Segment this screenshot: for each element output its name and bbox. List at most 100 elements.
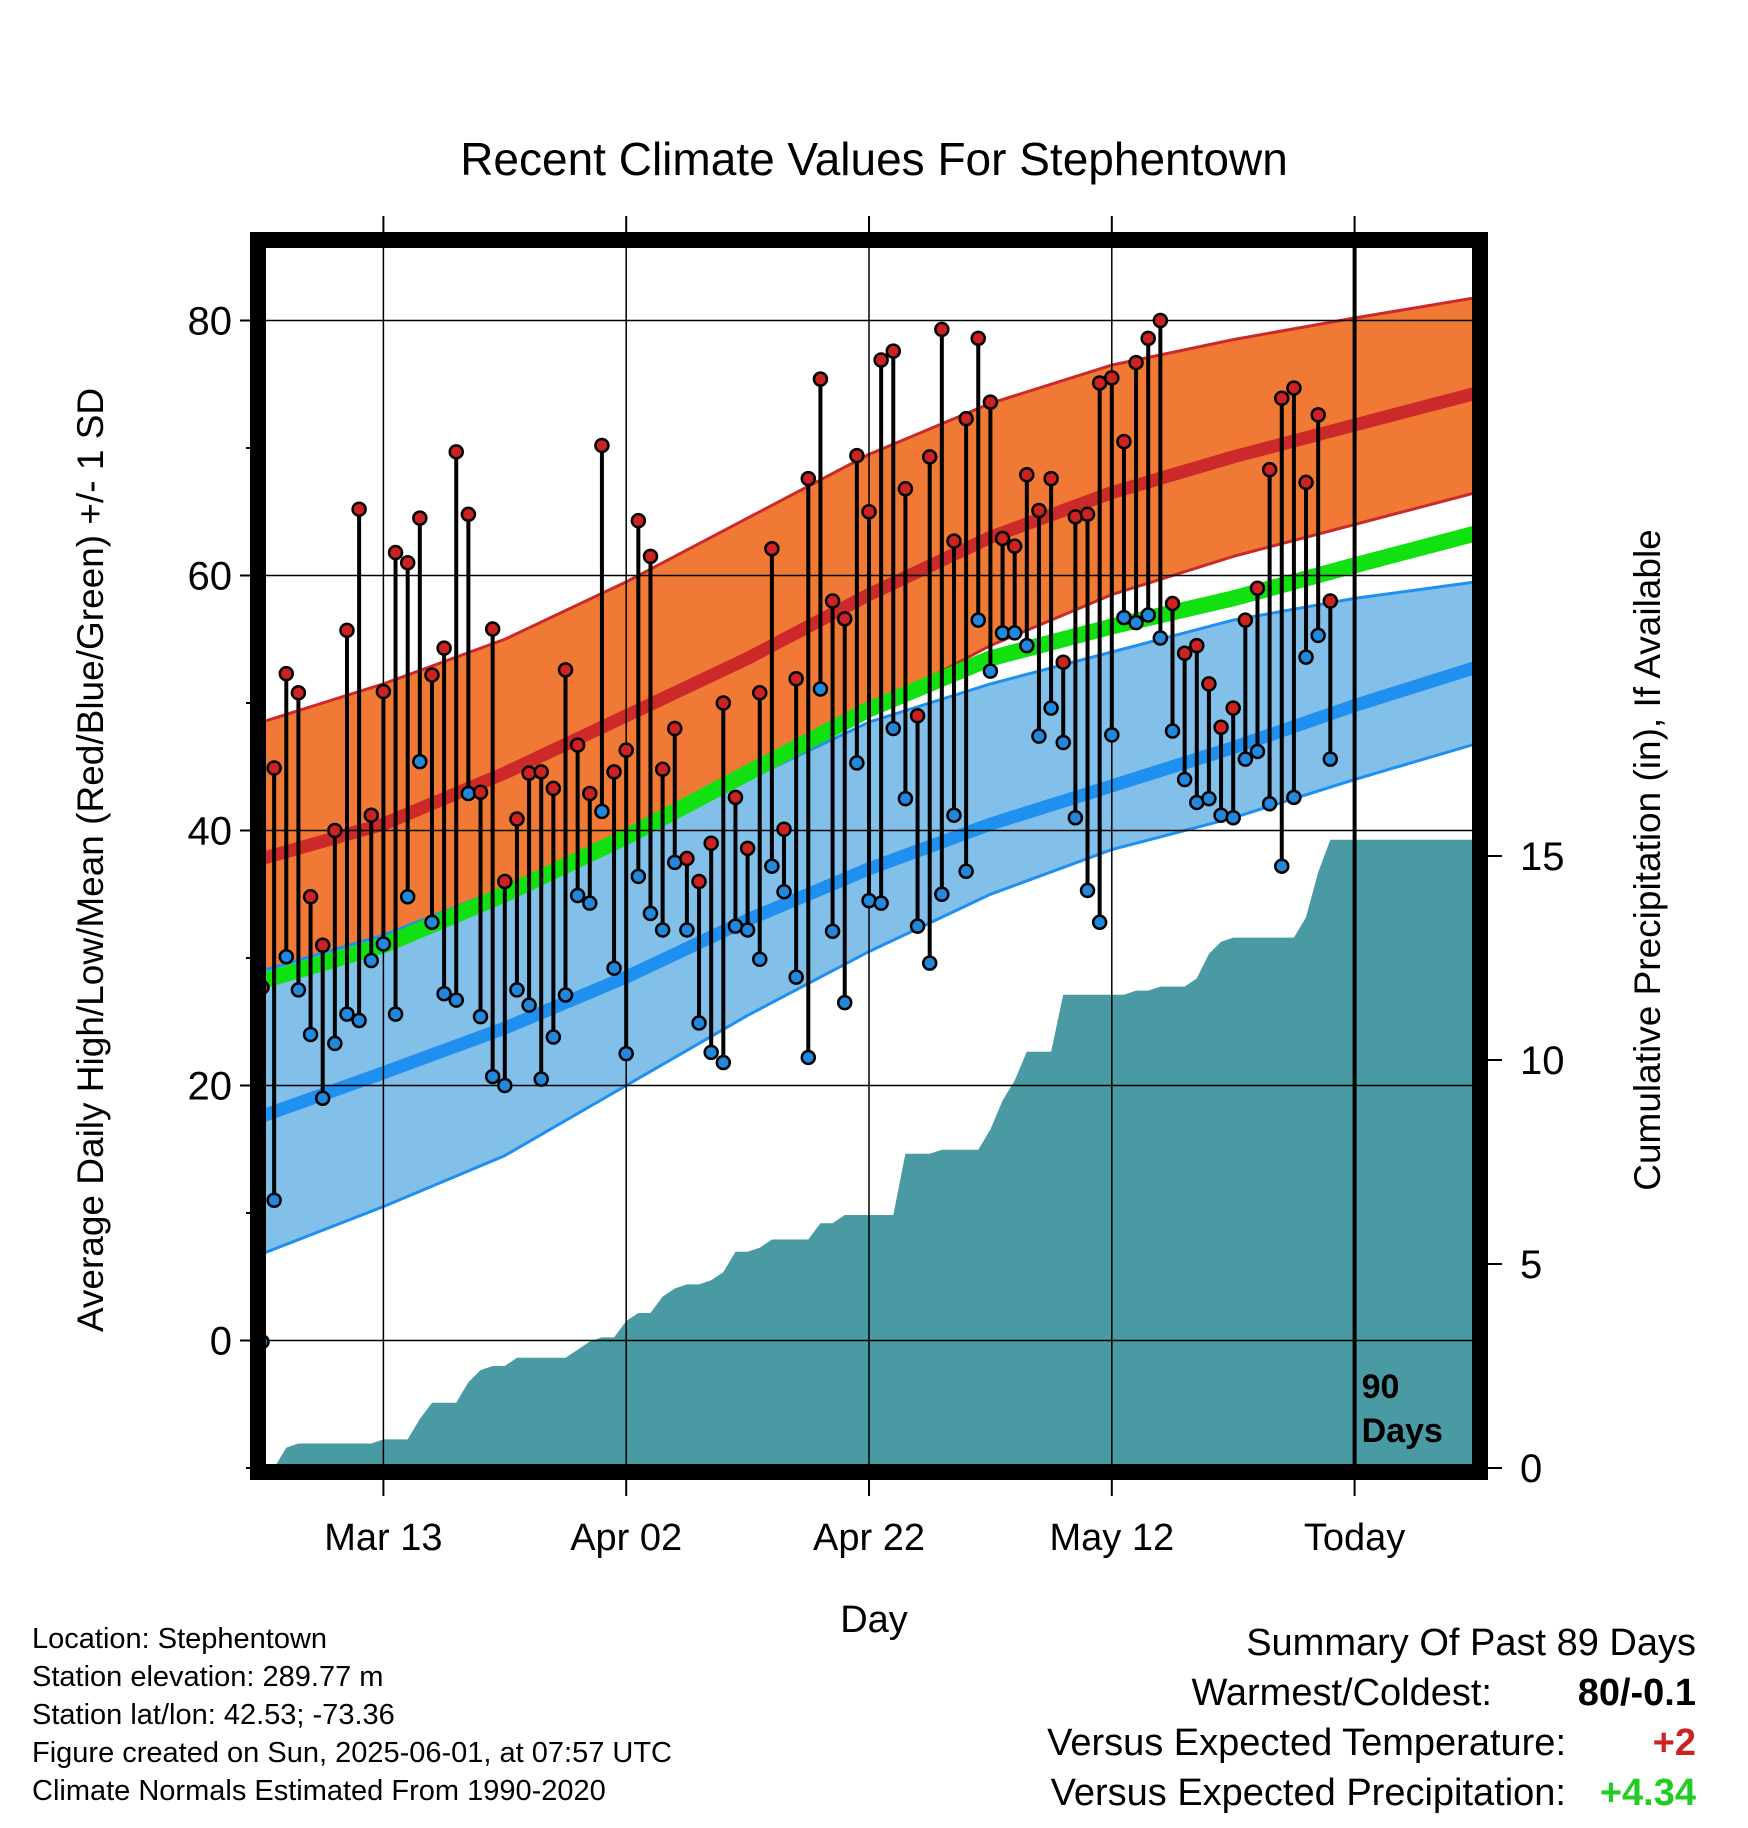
low-point [739, 922, 756, 938]
low-point [776, 883, 792, 900]
high-point [909, 708, 926, 724]
low-point [861, 892, 877, 909]
high-point [1152, 312, 1169, 329]
low-point [958, 863, 974, 880]
low-point [824, 923, 841, 939]
low-point [849, 755, 865, 771]
x-tick-label: Mar 13 [324, 1517, 442, 1559]
low-point [1286, 789, 1302, 806]
warmest-coldest-value: 80/-0.1 [1577, 1672, 1696, 1714]
info-location: Location: Stephentown [32, 1623, 328, 1655]
low-point [1249, 743, 1266, 760]
low-point [363, 952, 380, 969]
high-point [1140, 330, 1156, 347]
today-days-label: Days [1362, 1412, 1443, 1450]
high-point [667, 720, 683, 737]
low-point [1310, 627, 1326, 644]
plot-frame: 90 Days [250, 232, 1488, 1480]
high-point [897, 481, 914, 497]
high-point [885, 343, 902, 359]
low-point [1128, 614, 1144, 631]
x-tick-label: May 12 [1049, 1517, 1174, 1559]
high-point [751, 685, 768, 701]
high-point [1104, 370, 1120, 386]
low-point [448, 992, 464, 1008]
y-tick-label: 0 [210, 1320, 232, 1364]
low-point [1237, 751, 1254, 767]
warmest-coldest-label: Warmest/Coldest: [1191, 1672, 1492, 1714]
low-point [800, 1049, 817, 1066]
low-point [351, 1012, 367, 1029]
low-point [715, 1054, 732, 1071]
high-point [436, 640, 452, 656]
info-normals: Climate Normals Estimated From 1990-2020 [32, 1775, 606, 1807]
low-point [1055, 734, 1071, 751]
x-tick-label: Apr 22 [813, 1517, 925, 1559]
high-point [654, 761, 671, 778]
high-point [958, 410, 974, 427]
high-point [484, 621, 501, 637]
low-point [630, 868, 647, 885]
high-point [764, 540, 780, 557]
high-point [1079, 506, 1096, 523]
high-point [1310, 407, 1326, 423]
y2-axis-label: Cumulative Precipitation (in), If Availa… [1627, 529, 1668, 1191]
low-point [1322, 751, 1339, 767]
info-created: Figure created on Sun, 2025-06-01, at 07… [32, 1737, 672, 1769]
low-point [642, 905, 659, 922]
high-point [1225, 700, 1241, 716]
low-point [424, 914, 440, 931]
low-point [1067, 810, 1084, 826]
high-point [302, 889, 319, 905]
low-point [836, 994, 853, 1011]
low-point [751, 951, 768, 968]
high-point [776, 821, 792, 837]
low-point [1274, 858, 1290, 874]
low-point [606, 960, 622, 976]
low-point [885, 720, 902, 737]
high-point [460, 506, 477, 523]
y2-tick-label: 5 [1520, 1243, 1542, 1287]
high-point [1176, 645, 1193, 662]
low-point [302, 1026, 319, 1043]
high-point [351, 501, 367, 517]
y-tick-label: 40 [188, 810, 233, 854]
info-latlon: Station lat/lon: 42.53; -73.36 [32, 1699, 395, 1731]
high-point [921, 449, 938, 465]
high-point [606, 764, 622, 780]
high-point [1298, 474, 1314, 491]
temperature-value: +2 [1652, 1722, 1696, 1764]
high-point [557, 662, 574, 678]
low-point [788, 969, 804, 985]
high-point [618, 742, 634, 758]
high-point [582, 785, 598, 802]
high-point [339, 622, 355, 639]
low-point [1006, 625, 1023, 641]
chart-title: Recent Climate Values For Stephentown [460, 133, 1288, 185]
x-tick-label: Today [1304, 1517, 1405, 1559]
high-point [715, 695, 732, 711]
high-point [1274, 390, 1290, 407]
high-point [1249, 580, 1266, 596]
high-point [1019, 467, 1035, 483]
low-point [509, 982, 525, 998]
low-point [290, 982, 307, 998]
low-point [812, 681, 829, 697]
high-point [412, 510, 428, 526]
high-point [533, 764, 549, 780]
high-point [314, 937, 331, 953]
low-point [946, 807, 962, 823]
high-point [399, 555, 416, 571]
high-point [994, 530, 1011, 547]
low-point [497, 1077, 513, 1094]
high-point [448, 444, 464, 460]
low-point [1201, 790, 1217, 807]
low-point [412, 753, 428, 770]
low-point [582, 895, 598, 911]
low-point [970, 612, 987, 628]
high-point [497, 873, 513, 890]
low-point [387, 1006, 404, 1022]
high-point [934, 321, 950, 338]
low-point [1152, 630, 1169, 646]
